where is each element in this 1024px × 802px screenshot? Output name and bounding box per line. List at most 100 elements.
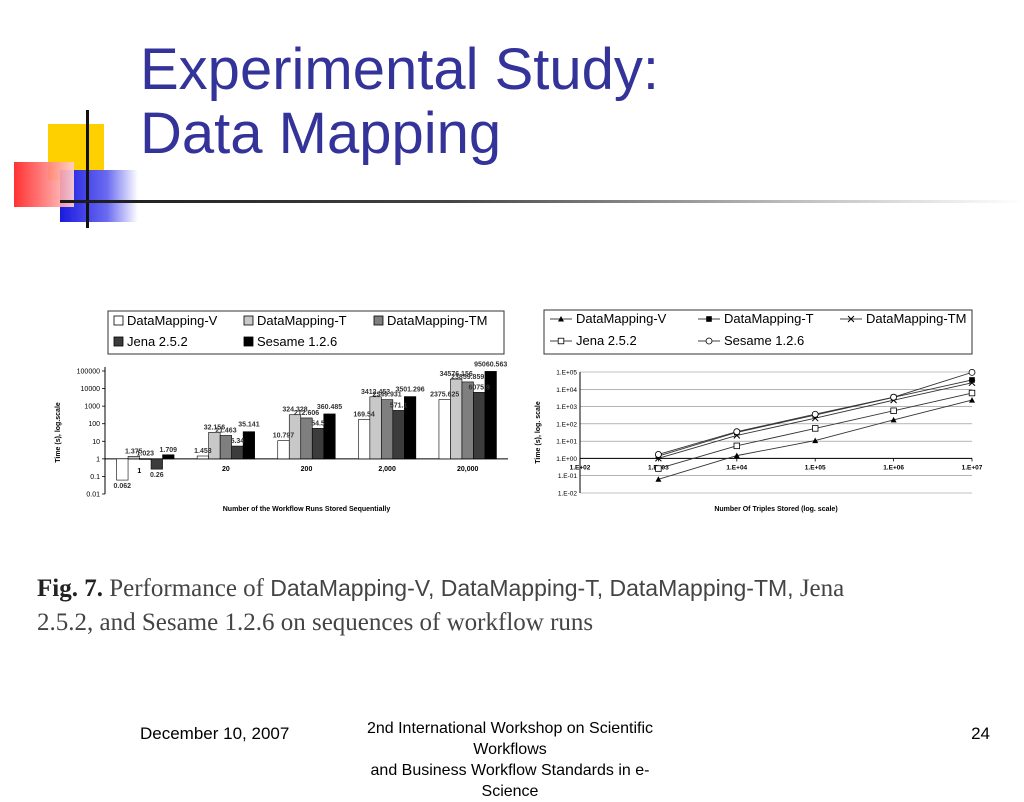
line-y-tick-label: 1.E+05: [556, 370, 577, 377]
bar: [162, 454, 175, 460]
caption-line2: 2.5.2, and Sesame 1.2.6 on sequences of …: [37, 609, 594, 636]
line-x-tick-label: 1.E+07: [962, 464, 983, 471]
bar: [196, 455, 209, 460]
bar-data-label: 212.606: [294, 410, 319, 417]
line-point: [655, 465, 662, 472]
bar-y-tick-label: 10: [92, 439, 100, 446]
slide-title: Experimental Study: Data Mapping: [140, 38, 659, 166]
line-legend-marker: [847, 315, 855, 323]
line-point: [655, 476, 662, 482]
bar-data-label: 54.5: [311, 420, 325, 427]
figure-charts: DataMapping-V DataMapping-T DataMapping-TM…: [50, 305, 1000, 520]
line-point: [968, 389, 976, 397]
footer-event: 2nd International Workshop on Scientific…: [360, 718, 660, 802]
line-point: [968, 368, 976, 376]
bar: [473, 392, 486, 460]
charts-svg: DataMapping-V DataMapping-T DataMapping-TM…: [55, 309, 983, 513]
bar: [242, 431, 255, 460]
line-x-axis-label: Number Of Triples Stored (log. scale): [714, 506, 837, 513]
bar-data-label: 23859.859: [451, 374, 484, 381]
bar: [150, 458, 163, 470]
line-point: [812, 437, 819, 444]
line-legend-label: DataMapping-T: [724, 311, 814, 326]
bar-legend-swatch: [243, 336, 254, 347]
page-number: 24: [971, 724, 990, 743]
line-x-tick-label: 1.E+05: [805, 464, 826, 471]
line-x-tick-label: 1.E+06: [883, 464, 904, 471]
bar-legend-label: Sesame 1.2.6: [257, 334, 337, 349]
bar: [311, 428, 325, 460]
line-legend-label: Jena 2.5.2: [576, 333, 637, 348]
bar-data-label: 35.141: [238, 422, 260, 429]
bar-data-label: 5.34: [231, 438, 245, 445]
bar-y-tick-label: 0.1: [90, 474, 100, 481]
bar: [127, 456, 140, 460]
line-y-axis-label: Time (s), log. scale: [535, 401, 542, 464]
bar-data-label: 3501.296: [395, 387, 424, 394]
bar: [231, 445, 244, 460]
bar-data-label: 571.1: [390, 402, 408, 409]
bar-legend-swatch: [373, 315, 384, 326]
bar-data-label: 3412.453: [361, 389, 390, 396]
bar-data-label: 6075.9: [468, 384, 490, 391]
bar: [139, 458, 152, 460]
bar-legend-label: DataMapping-V: [127, 313, 218, 328]
bar-legend-label: Jena 2.5.2: [127, 334, 188, 349]
bar-legend-label: DataMapping-T: [257, 313, 347, 328]
bar-data-label: 1.023: [137, 451, 155, 458]
bar-legend-swatch: [113, 315, 124, 326]
line-point: [733, 442, 740, 450]
bar-y-tick-label: 0.01: [86, 492, 100, 499]
line-legend-marker: [558, 316, 564, 322]
bar-y-tick-label: 1: [96, 456, 100, 463]
line-legend-label: DataMapping-V: [576, 311, 667, 326]
bar-y-tick-label: 100: [88, 421, 100, 428]
line-y-tick-label: 1.E+04: [556, 387, 577, 394]
line-point: [968, 379, 976, 387]
line-series: [658, 382, 973, 459]
bar-category-label: 20,000: [457, 466, 479, 473]
slide-title-line2: Data Mapping: [140, 101, 502, 166]
bar: [392, 410, 405, 460]
bar-legend-swatch: [113, 336, 124, 347]
line-legend-marker: [705, 337, 713, 345]
bar-legend-box: [107, 310, 505, 355]
bar: [116, 458, 129, 481]
bar-category-label: 20: [222, 466, 230, 473]
bar-data-label: 10.797: [273, 433, 295, 440]
caption-text-a: Performance of: [109, 575, 265, 602]
line-point: [655, 451, 662, 458]
bar-data-label: 21.463: [215, 427, 237, 434]
line-legend-label: Sesame 1.2.6: [724, 333, 804, 348]
line-x-tick-label: 1.E+04: [726, 464, 747, 471]
bar-data-label: 0.062: [114, 483, 132, 490]
bar-legend-swatch: [243, 315, 254, 326]
caption-text-b: Jena: [799, 575, 845, 602]
bar-category-label: 200: [301, 466, 313, 473]
caption-fig-label: Fig. 7.: [37, 575, 103, 602]
line-y-tick-label: 1.E-02: [558, 491, 578, 498]
caption-names: DataMapping-V, DataMapping-T, DataMappin…: [270, 575, 794, 601]
line-y-tick-label: 1.E+00: [556, 456, 577, 463]
bar-data-label: 324.328: [282, 407, 307, 414]
footer-event-line2: and Business Workflow Standards in e-Sci…: [370, 762, 650, 800]
line-point: [812, 425, 819, 432]
decor-red-square: [14, 162, 74, 207]
footer-date: December 10, 2007: [140, 724, 290, 743]
bar-data-label: 2375.625: [430, 392, 459, 399]
bar-data-label: 1.453: [194, 448, 212, 455]
line-point: [969, 377, 975, 383]
bar-category-label: 2,000: [378, 466, 396, 473]
bar: [461, 381, 474, 460]
bar-data-label: 0.26: [150, 472, 164, 479]
bar-data-label: 1.375: [125, 448, 143, 455]
bar-extra-label: 1: [137, 468, 141, 475]
line-y-tick-label: 1.E+02: [556, 421, 577, 428]
line-legend-marker: [557, 337, 565, 345]
line-point: [890, 393, 897, 401]
bar: [277, 440, 290, 460]
line-x-tick-label: 1.E+02: [570, 464, 591, 471]
figure-caption: Fig. 7. Performance of DataMapping-V, Da…: [37, 571, 1007, 640]
bar-y-tick-label: 100000: [77, 369, 100, 376]
bar-data-label: 1.709: [160, 447, 178, 454]
